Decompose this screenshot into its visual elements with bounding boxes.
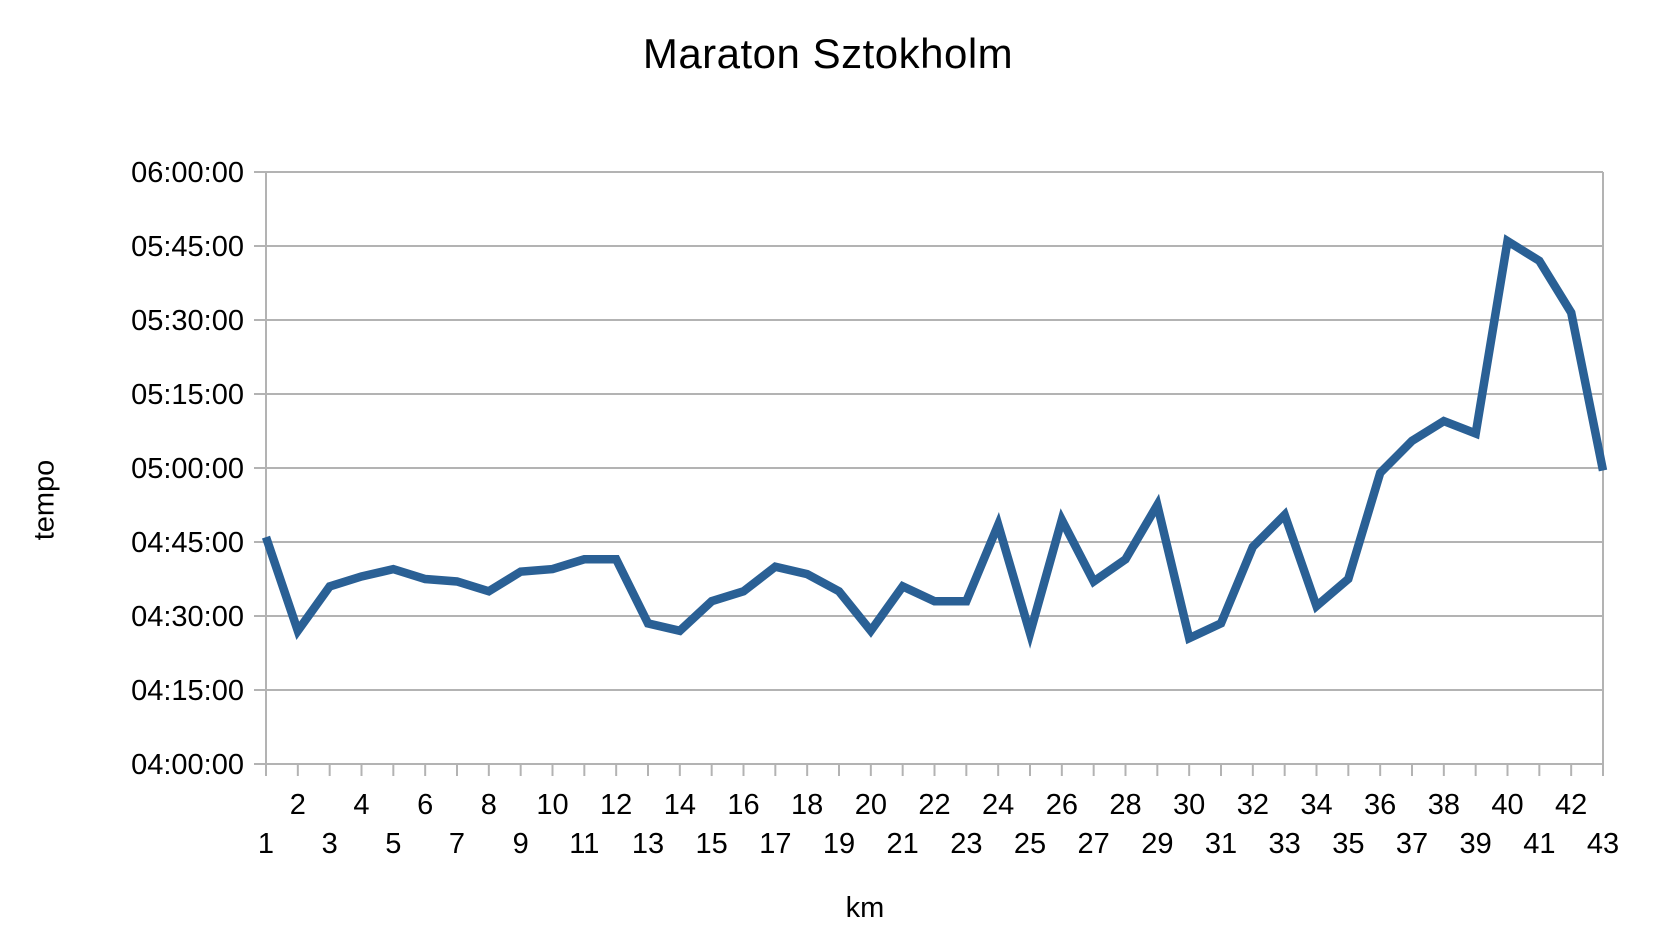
y-tick-label: 04:30:00 [131, 601, 244, 633]
x-tick-label: 35 [1332, 828, 1364, 860]
x-tick-label: 15 [696, 828, 728, 860]
x-tick-label: 29 [1141, 828, 1173, 860]
y-tick-label: 04:45:00 [131, 527, 244, 559]
x-tick-label: 1 [258, 828, 274, 860]
y-tick-label: 05:30:00 [131, 305, 244, 337]
y-tick-label: 05:45:00 [131, 231, 244, 263]
x-tick-label: 20 [855, 789, 887, 821]
tempo-series-line [261, 234, 1608, 649]
y-tick-label: 05:00:00 [131, 453, 244, 485]
x-tick-label: 24 [982, 789, 1014, 821]
x-tick-label: 30 [1173, 789, 1205, 821]
x-tick-label: 32 [1237, 789, 1269, 821]
x-tick-label: 31 [1205, 828, 1237, 860]
x-tick-label: 41 [1523, 828, 1555, 860]
y-tick-label: 06:00:00 [131, 157, 244, 189]
y-tick-label: 05:15:00 [131, 379, 244, 411]
x-tick-label: 13 [632, 828, 664, 860]
x-tick-label: 40 [1491, 789, 1523, 821]
x-tick-label: 11 [569, 828, 599, 860]
y-tick-label: 04:00:00 [131, 749, 244, 781]
x-tick-label: 16 [727, 789, 759, 821]
x-tick-label: 14 [664, 789, 696, 821]
x-tick-label: 17 [759, 828, 791, 860]
x-tick-label: 27 [1078, 828, 1110, 860]
x-tick-label: 37 [1396, 828, 1428, 860]
x-tick-label: 43 [1587, 828, 1619, 860]
y-tick-label: 04:15:00 [131, 675, 244, 707]
x-tick-label: 10 [536, 789, 568, 821]
x-tick-label: 5 [385, 828, 401, 860]
x-tick-label: 8 [481, 789, 497, 821]
x-tick-label: 23 [950, 828, 982, 860]
x-tick-label: 4 [353, 789, 369, 821]
x-tick-label: 38 [1428, 789, 1460, 821]
x-tick-label: 34 [1300, 789, 1332, 821]
x-tick-label: 7 [449, 828, 465, 860]
x-tick-label: 19 [823, 828, 855, 860]
x-tick-label: 21 [887, 828, 919, 860]
x-tick-label: 42 [1555, 789, 1587, 821]
y-axis-title: tempo [28, 459, 61, 541]
x-tick-label: 12 [600, 789, 632, 821]
x-tick-label: 3 [322, 828, 338, 860]
x-tick-label: 39 [1460, 828, 1492, 860]
x-tick-label: 26 [1046, 789, 1078, 821]
chart-title: Maraton Sztokholm [642, 30, 1014, 77]
x-tick-label: 22 [918, 789, 950, 821]
x-tick-label: 36 [1364, 789, 1396, 821]
x-tick-label: 33 [1269, 828, 1301, 860]
x-tick-label: 28 [1109, 789, 1141, 821]
x-tick-label: 6 [417, 789, 433, 821]
x-tick-label: 25 [1014, 828, 1046, 860]
x-axis-title: km [845, 892, 885, 924]
x-tick-label: 9 [513, 828, 529, 860]
x-tick-label: 2 [290, 789, 306, 821]
x-tick-label: 18 [791, 789, 823, 821]
